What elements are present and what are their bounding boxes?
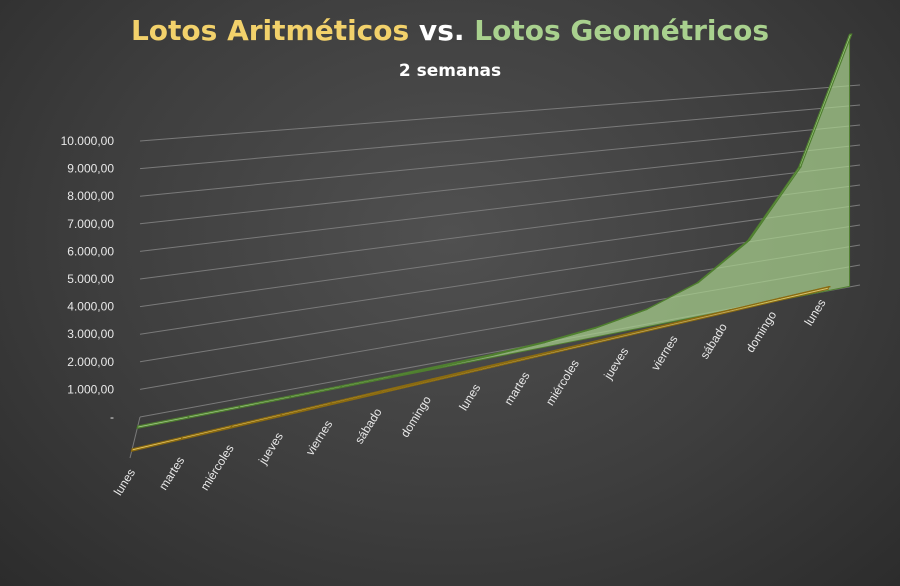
y-tick-label: - [110, 410, 114, 424]
geom-ribbon-segment [390, 363, 446, 378]
arith-data-point [529, 355, 532, 358]
x-axis-ticks: lunes martes miércoles jueves viernes sábado d… [111, 296, 829, 498]
geom-data-point [594, 326, 598, 329]
chart-title: Lotos Aritméticos vs. Lotos Geométricos [131, 14, 769, 47]
arith-ribbon-segment [428, 366, 484, 382]
arith-ribbon-segment [379, 378, 434, 394]
geom-data-point [340, 385, 343, 388]
chart-subtitle: 2 semanas [399, 61, 501, 81]
arith-ribbon-segment [130, 436, 183, 452]
gridline [139, 84, 861, 142]
arith-ribbon-segment [180, 424, 233, 441]
arith-data-point [728, 309, 731, 311]
x-tick-label: sábado [352, 405, 385, 446]
geom-data-point [747, 239, 750, 242]
y-axis-ticks: - 1.000,00 2.000,00 3.000,00 4.000,00 5.000,0… [61, 134, 115, 424]
x-tick-label: domingo [398, 393, 434, 440]
x-tick-label: lunes [802, 296, 829, 328]
geom-data-point [492, 353, 496, 356]
y-tick-label: 2.000,00 [67, 355, 114, 369]
geom-ribbon-segment [339, 374, 395, 389]
geom-data-point [543, 341, 547, 344]
arith-ribbon-segment [279, 401, 333, 417]
y-tick-label: 9.000,00 [67, 162, 114, 176]
x-tick-label: viernes [303, 418, 335, 458]
geom-data-point [645, 308, 648, 311]
arith-data-point [131, 448, 133, 452]
x-tick-label: lunes [111, 466, 138, 498]
y-tick-label: 10.000,00 [61, 134, 115, 148]
gridline [139, 184, 861, 280]
x-tick-label: miércoles [198, 442, 237, 493]
x-tick-label: jueves [255, 430, 286, 468]
y-tick-label: 4.000,00 [67, 300, 114, 314]
arith-data-point [429, 378, 432, 381]
title-arithmetic: Lotos Aritméticos [131, 14, 409, 47]
geom-data-point [696, 281, 699, 284]
y-tick-label: 1.000,00 [67, 382, 114, 396]
geom-ribbon-segment [187, 405, 241, 419]
x-tick-label: domingo [743, 308, 779, 355]
series-layer [130, 33, 853, 452]
x-tick-label: martes [501, 369, 532, 408]
geom-data-point [187, 415, 190, 419]
arith-data-point [230, 425, 233, 428]
arith-data-point [379, 390, 383, 393]
arith-ribbon-segment [230, 413, 283, 429]
title-geometric: Lotos Geométricos [474, 14, 769, 47]
geom-ribbon-segment [288, 384, 343, 399]
geom-area-face [136, 34, 851, 429]
title-vs: vs. [409, 14, 474, 47]
x-tick-label: jueves [601, 345, 632, 383]
gridline [139, 104, 861, 170]
y-tick-label: 8.000,00 [67, 189, 114, 203]
gridline [139, 204, 861, 308]
x-tick-label: viernes [648, 333, 680, 373]
arith-data-point [678, 320, 681, 323]
arith-data-point [280, 413, 283, 416]
y-tick-label: 3.000,00 [67, 327, 114, 341]
arith-ribbon-segment [329, 389, 383, 405]
geom-ribbon-segment [136, 415, 190, 430]
arith-data-point [579, 343, 582, 346]
depth-axis-line [129, 416, 141, 459]
geom-data-point [289, 395, 292, 398]
x-tick-label: miércoles [543, 357, 582, 408]
gridline [139, 144, 861, 225]
gridlines [129, 84, 861, 459]
gridline [139, 164, 861, 252]
arith-data-point [479, 367, 482, 370]
geom-data-point [391, 375, 394, 378]
x-tick-label: martes [156, 454, 187, 493]
y-tick-label: 5.000,00 [67, 272, 114, 286]
x-tick-label: lunes [456, 381, 483, 413]
geom-data-point [238, 405, 241, 409]
arith-data-point [628, 332, 632, 335]
y-tick-label: 7.000,00 [67, 217, 114, 231]
gridline [139, 124, 861, 197]
arith-data-point [180, 436, 183, 440]
geom-data-point [136, 425, 139, 429]
geom-data-point [442, 364, 445, 367]
arith-data-point [330, 401, 333, 405]
x-tick-label: sábado [697, 320, 730, 361]
y-tick-label: 6.000,00 [67, 244, 114, 258]
gridline [139, 224, 861, 335]
